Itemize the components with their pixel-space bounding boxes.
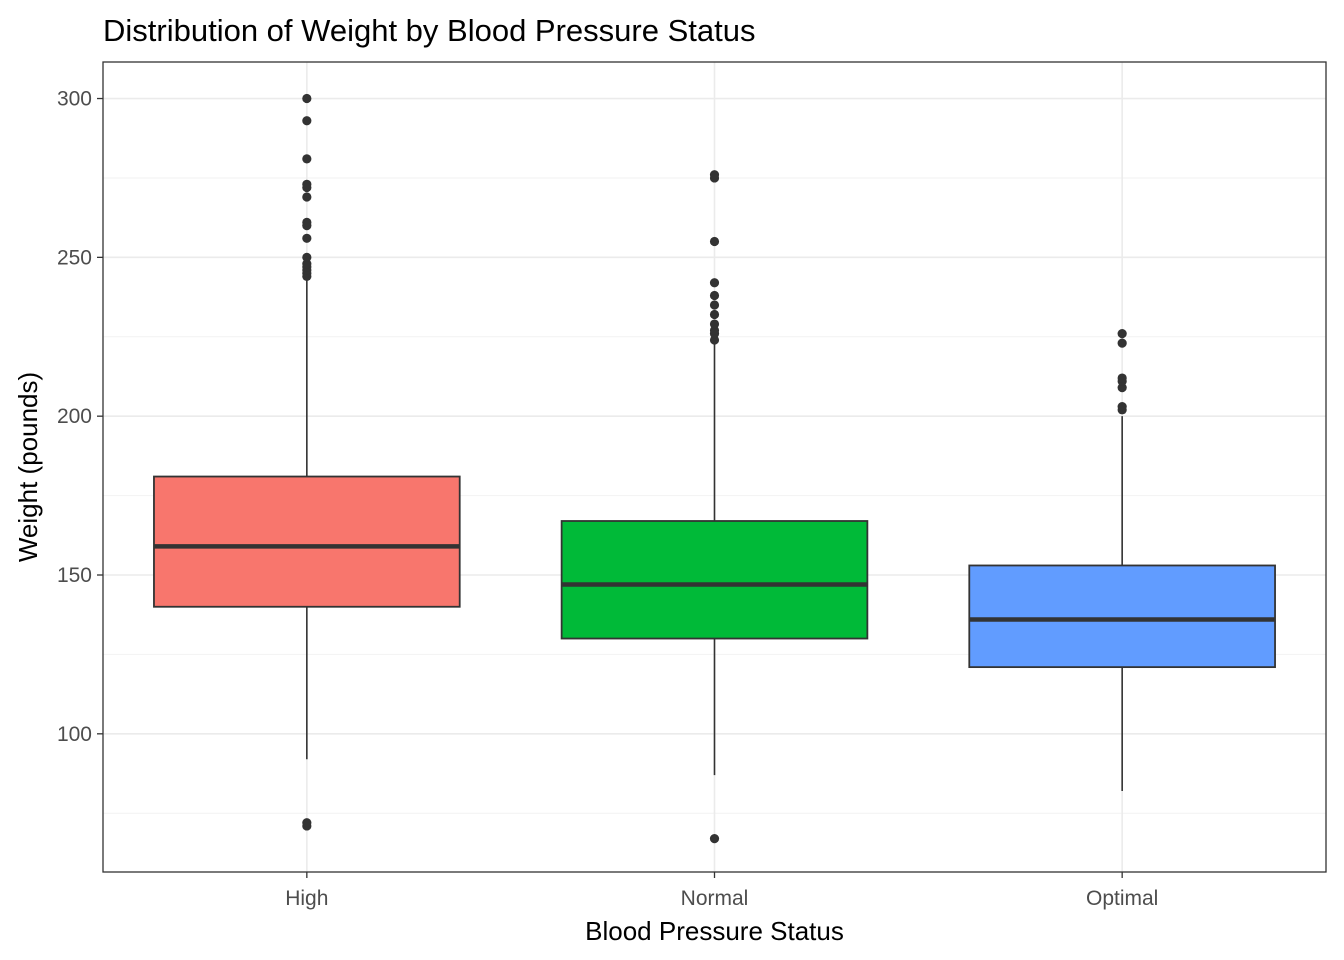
x-tick-label: High bbox=[285, 887, 328, 910]
y-tick-label: 250 bbox=[57, 246, 92, 269]
outlier-point bbox=[1117, 382, 1127, 393]
outlier-point bbox=[302, 233, 312, 243]
outlier-point bbox=[1117, 338, 1127, 348]
box-high bbox=[153, 93, 461, 831]
outlier-point bbox=[709, 278, 720, 288]
iqr-box bbox=[560, 520, 869, 640]
chart-title: Distribution of Weight by Blood Pressure… bbox=[103, 13, 755, 48]
outlier-point bbox=[709, 236, 720, 247]
outlier-point bbox=[302, 93, 312, 104]
outlier-point bbox=[1117, 373, 1127, 383]
outlier-point bbox=[302, 259, 312, 269]
iqr-box bbox=[968, 564, 1276, 669]
x-axis-title: Blood Pressure Status bbox=[585, 916, 844, 946]
outlier-point bbox=[709, 290, 720, 301]
outlier-point bbox=[709, 335, 720, 345]
outlier-point bbox=[709, 834, 720, 844]
y-tick-label: 300 bbox=[57, 88, 92, 111]
box-normal bbox=[560, 170, 869, 844]
outlier-point bbox=[709, 319, 720, 329]
outlier-point bbox=[302, 179, 312, 189]
outlier-point bbox=[302, 217, 312, 228]
boxes bbox=[153, 93, 1276, 844]
outlier-point bbox=[302, 116, 312, 126]
outlier-point bbox=[709, 309, 720, 320]
outlier-point bbox=[1117, 402, 1127, 412]
outlier-point bbox=[302, 252, 312, 262]
y-axis-title: Weight (pounds) bbox=[13, 372, 43, 562]
outlier-point bbox=[709, 170, 720, 180]
y-tick-label: 150 bbox=[57, 564, 92, 587]
outlier-point bbox=[302, 192, 312, 202]
x-tick-label: Optimal bbox=[1086, 887, 1158, 910]
iqr-box bbox=[153, 475, 461, 608]
outlier-point bbox=[1117, 328, 1127, 339]
box-optimal bbox=[968, 328, 1276, 791]
outlier-point bbox=[302, 818, 312, 828]
y-tick-label: 200 bbox=[57, 405, 92, 428]
outlier-point bbox=[302, 154, 312, 164]
x-tick-label: Normal bbox=[681, 887, 749, 910]
axes: 100 150 200 250 300 High Normal Optimal bbox=[57, 88, 1158, 910]
outlier-point bbox=[709, 325, 720, 336]
y-tick-label: 100 bbox=[57, 723, 92, 746]
outlier-point bbox=[709, 300, 720, 310]
